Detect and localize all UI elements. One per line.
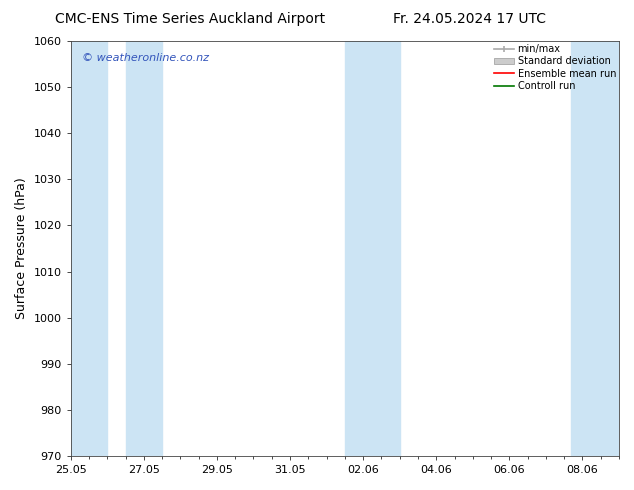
Legend: min/max, Standard deviation, Ensemble mean run, Controll run: min/max, Standard deviation, Ensemble me… xyxy=(495,44,616,91)
Bar xyxy=(571,41,619,456)
Text: Fr. 24.05.2024 17 UTC: Fr. 24.05.2024 17 UTC xyxy=(392,12,546,26)
Text: CMC-ENS Time Series Auckland Airport: CMC-ENS Time Series Auckland Airport xyxy=(55,12,325,26)
Y-axis label: Surface Pressure (hPa): Surface Pressure (hPa) xyxy=(15,178,28,319)
Bar xyxy=(71,41,107,456)
Bar xyxy=(126,41,162,456)
Text: © weatheronline.co.nz: © weatheronline.co.nz xyxy=(82,53,209,64)
Bar xyxy=(345,41,399,456)
